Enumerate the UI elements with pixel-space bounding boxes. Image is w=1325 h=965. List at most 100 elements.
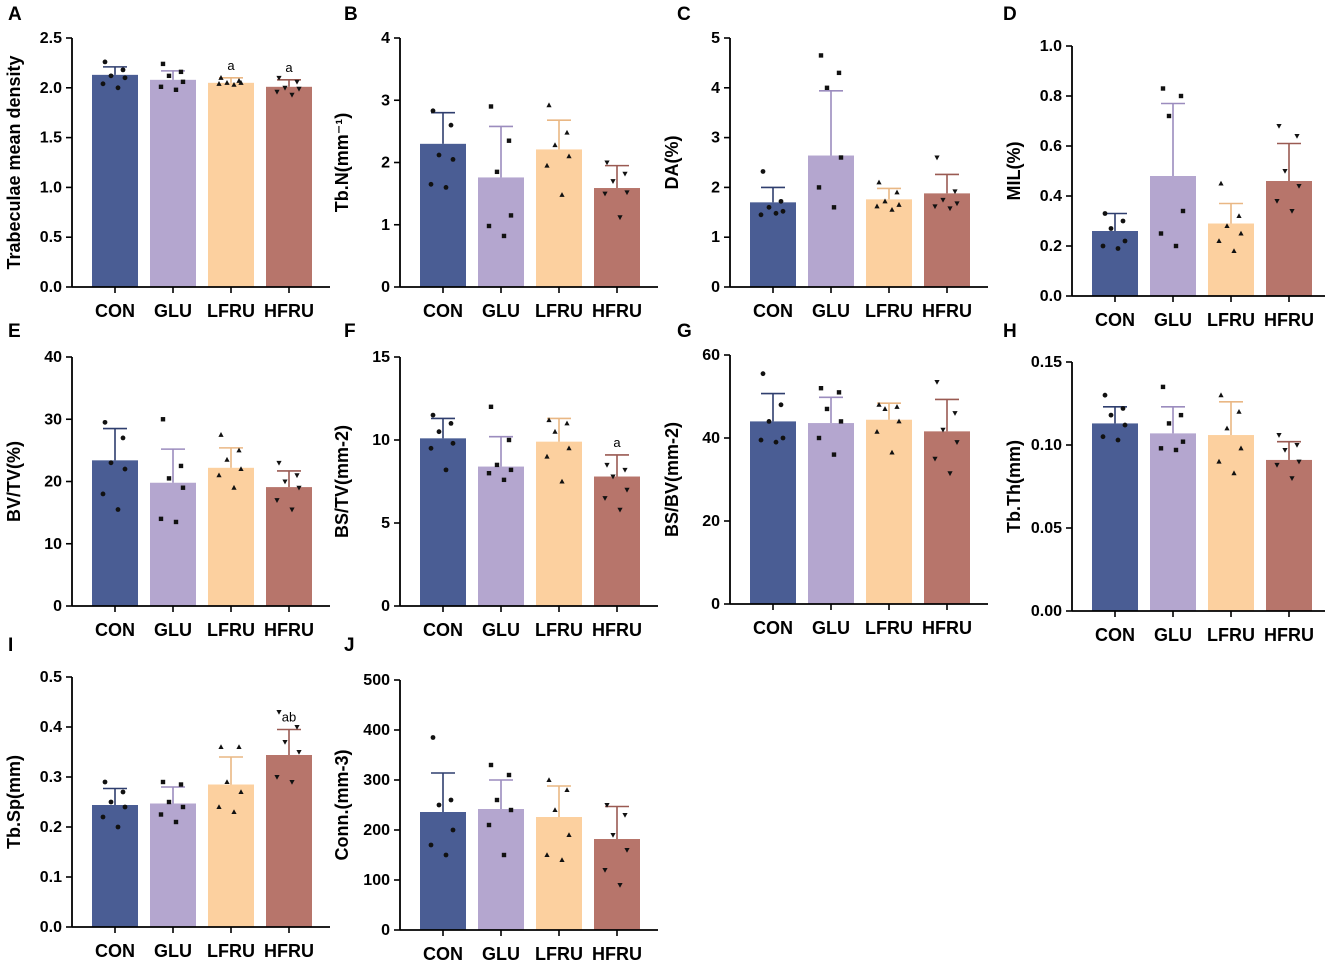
y-tick-label: 4 — [711, 80, 720, 97]
x-tick-label: HFRU — [264, 620, 314, 640]
data-point — [508, 213, 514, 218]
bar-hfru — [924, 193, 970, 287]
data-point — [108, 460, 114, 466]
data-point — [1289, 209, 1295, 214]
panel-a: A Trabeculae mean density CON GLU a LFRU a HFRU… — [4, 4, 330, 321]
data-point — [294, 725, 300, 730]
data-point — [166, 73, 172, 79]
x-tick-label: CON — [423, 944, 463, 964]
y-axis-label: DA(%) — [662, 136, 682, 190]
data-point — [231, 82, 237, 87]
y-tick-label: 3 — [711, 130, 720, 147]
data-point — [506, 437, 512, 443]
x-tick-label: LFRU — [207, 301, 255, 321]
data-point — [501, 477, 507, 483]
panel-i: I Tb.Sp(mm) CON GLU LFRU ab HFRU 0.0 0.1 0.2 0.3 0.… — [4, 635, 330, 961]
y-tick-label: 0.0 — [40, 279, 62, 296]
bar-glu — [478, 177, 524, 287]
bar-con — [92, 805, 138, 927]
data-point — [816, 435, 822, 441]
x-tick-label: CON — [753, 301, 793, 321]
x-tick-label: LFRU — [207, 941, 255, 961]
data-point — [552, 807, 558, 812]
x-tick-label: HFRU — [1264, 625, 1314, 645]
data-point — [296, 485, 302, 491]
y-tick-label: 400 — [363, 722, 390, 739]
bar-lfru — [1208, 223, 1254, 296]
data-point — [289, 780, 295, 785]
bar-lfru — [866, 419, 912, 604]
data-point — [501, 852, 507, 858]
y-tick-label: 40 — [702, 430, 720, 447]
data-point — [450, 156, 456, 162]
data-point — [296, 86, 302, 92]
data-point — [115, 824, 121, 830]
data-point — [1231, 470, 1237, 476]
data-point — [952, 189, 958, 195]
data-point — [602, 191, 608, 197]
data-point — [624, 190, 630, 196]
data-point — [546, 102, 552, 108]
data-point — [102, 59, 108, 65]
data-point — [173, 87, 179, 92]
y-tick-label: 0.3 — [40, 769, 62, 786]
data-point — [1120, 406, 1126, 411]
data-point — [1224, 425, 1230, 431]
data-point — [122, 804, 128, 810]
data-point — [624, 848, 630, 853]
data-point — [1180, 208, 1186, 214]
data-point — [566, 832, 572, 837]
data-point — [296, 750, 302, 755]
data-point — [224, 456, 230, 462]
data-point — [838, 155, 844, 160]
bar-hfru — [924, 431, 970, 604]
data-point — [166, 476, 172, 481]
data-point — [1218, 392, 1224, 398]
bar-con — [750, 421, 796, 604]
x-tick-label: LFRU — [865, 618, 913, 638]
bar-lfru — [208, 82, 254, 287]
x-tick-label: CON — [95, 301, 135, 321]
data-point — [158, 84, 164, 90]
x-tick-label: LFRU — [1207, 310, 1255, 330]
y-tick-label: 0 — [53, 598, 62, 615]
data-point — [173, 819, 179, 825]
y-tick-label: 100 — [363, 872, 390, 889]
bar-con — [92, 460, 138, 606]
x-tick-label: GLU — [1154, 625, 1192, 645]
bar-lfru — [208, 467, 254, 606]
x-tick-label: GLU — [1154, 310, 1192, 330]
data-point — [1274, 199, 1280, 204]
y-axis-label: BS/BV(mm-2) — [662, 422, 682, 537]
data-point — [1238, 445, 1244, 451]
panel-letter: A — [8, 4, 22, 25]
y-axis-label: Trabeculae mean density — [4, 55, 24, 269]
y-tick-label: 20 — [702, 513, 720, 530]
data-point — [448, 797, 454, 803]
data-point — [947, 471, 953, 477]
panel-b: B Tb.N(mm⁻¹) CON GLU LFRU HFRU 0 1 2 3 4 — [332, 4, 658, 321]
data-point — [1218, 180, 1224, 186]
data-point — [610, 179, 616, 184]
x-tick-label: CON — [95, 941, 135, 961]
panel-h: H Tb.Th(mm) CON GLU LFRU HFRU 0.00 0.05 0.10 0.15 — [1003, 321, 1325, 645]
x-tick-label: CON — [423, 301, 463, 321]
y-tick-label: 2.5 — [40, 30, 62, 47]
data-point — [1108, 226, 1114, 231]
data-point — [889, 449, 895, 455]
y-tick-label: 0 — [381, 598, 390, 615]
data-point — [1108, 412, 1114, 418]
data-point — [178, 782, 184, 787]
data-point — [236, 447, 242, 453]
data-point — [758, 437, 764, 443]
data-point — [1100, 434, 1106, 440]
panel-letter: D — [1003, 4, 1017, 25]
data-point — [836, 390, 842, 395]
data-point — [276, 710, 282, 715]
y-tick-label: 0.10 — [1031, 437, 1062, 454]
data-point — [238, 466, 244, 472]
x-tick-label: GLU — [482, 944, 520, 964]
data-point — [436, 152, 442, 158]
data-point — [173, 519, 179, 525]
